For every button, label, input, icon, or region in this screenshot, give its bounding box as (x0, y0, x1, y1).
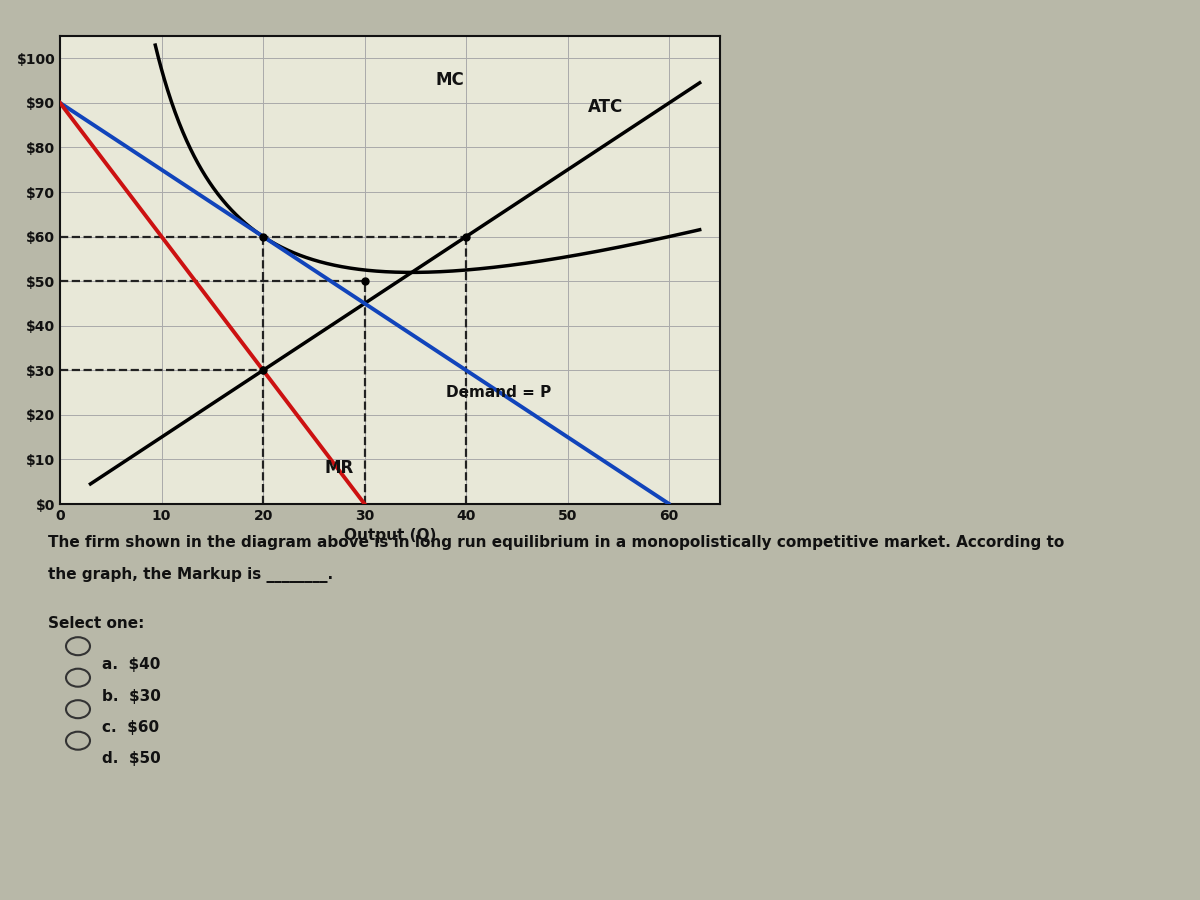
Text: a.  $40: a. $40 (102, 657, 161, 672)
X-axis label: Output (Q): Output (Q) (344, 528, 436, 544)
Text: ATC: ATC (588, 98, 623, 116)
Text: The firm shown in the diagram above is in long run equilibrium in a monopolistic: The firm shown in the diagram above is i… (48, 536, 1064, 551)
Text: c.  $60: c. $60 (102, 720, 160, 735)
Text: b.  $30: b. $30 (102, 688, 161, 704)
Text: Demand = P: Demand = P (446, 385, 551, 400)
Text: d.  $50: d. $50 (102, 752, 161, 767)
Text: the graph, the Markup is ________.: the graph, the Markup is ________. (48, 567, 334, 583)
Text: MC: MC (436, 71, 464, 89)
Text: MR: MR (324, 459, 353, 477)
Text: Select one:: Select one: (48, 616, 144, 632)
